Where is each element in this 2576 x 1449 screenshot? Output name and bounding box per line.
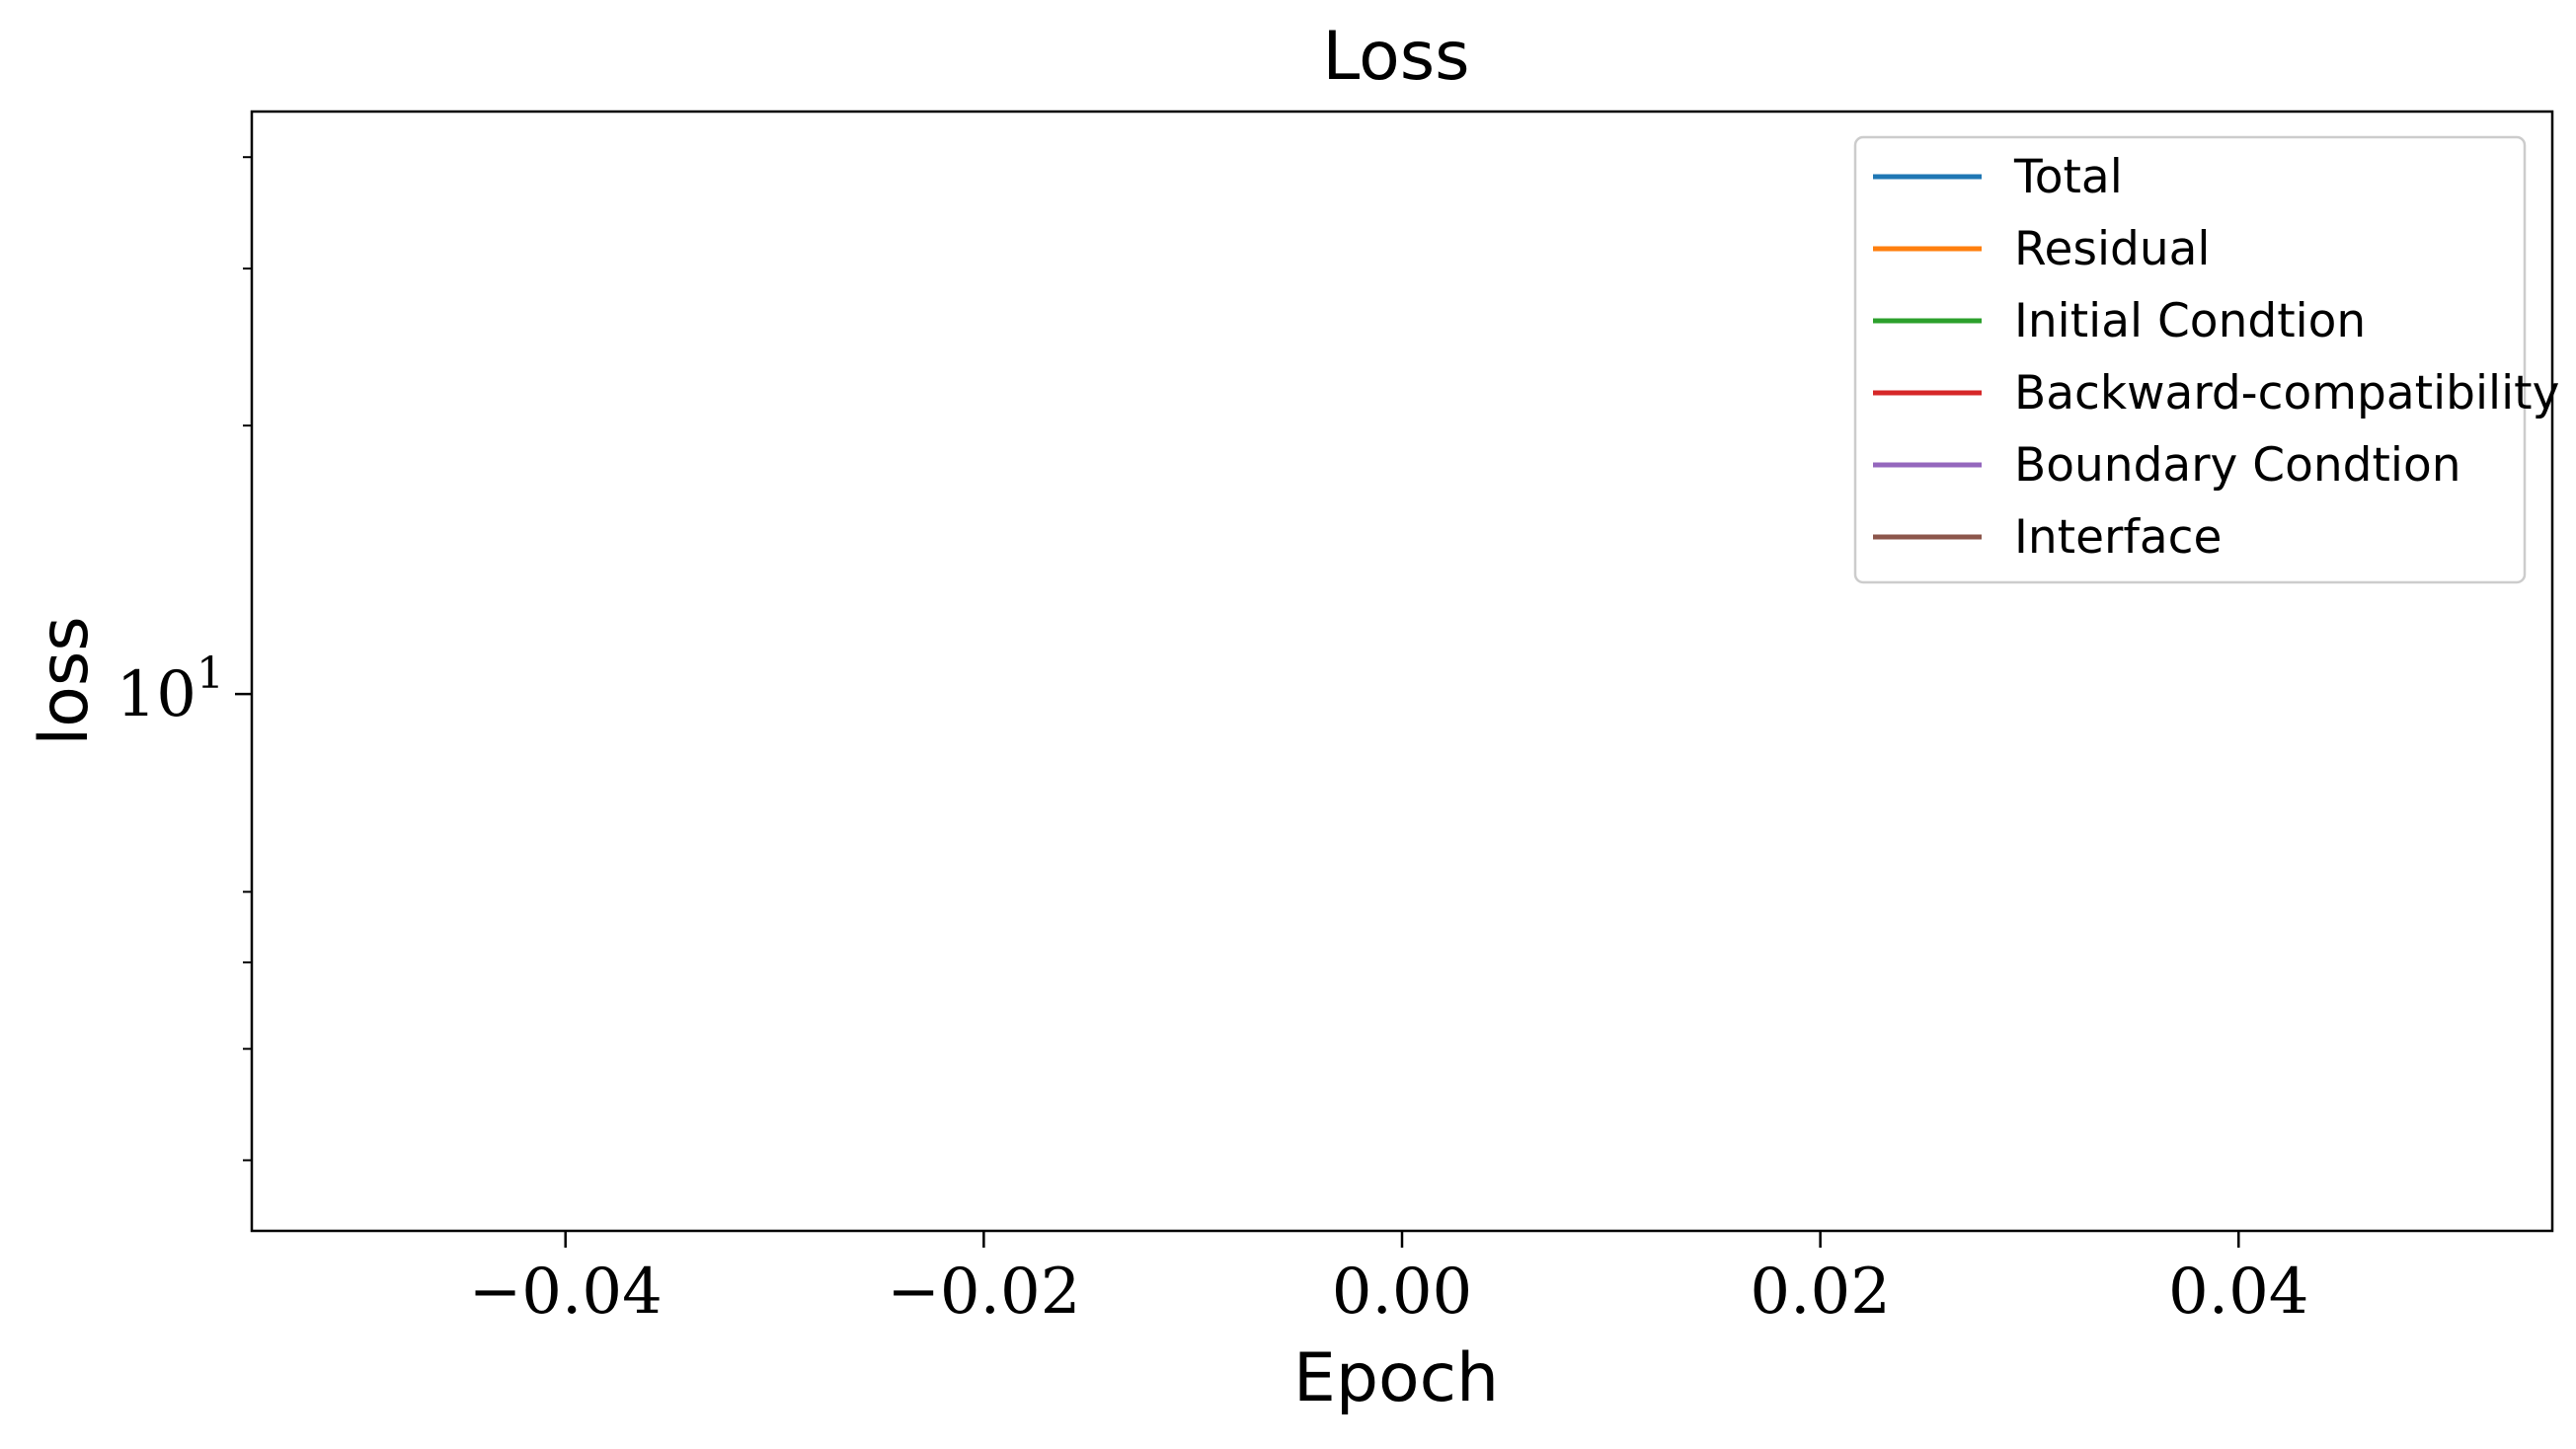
legend-box [1853,135,2527,584]
chart-title: Loss [1322,18,1469,96]
y-axis: 101 [117,156,252,1162]
legend-entry: Backward-compatibility [1873,366,2559,420]
legend-label: Residual [2014,222,2211,276]
legend: Total Residual Initial Condtion Backward-co… [1853,135,2559,584]
legend-label: Boundary Condtion [2014,438,2461,493]
legend-entry: Boundary Condtion [1873,438,2461,493]
x-axis-label: Epoch [1293,1339,1499,1417]
y-tick-label-exponent: 1 [196,648,224,699]
legend-entry: Total [1873,150,2123,204]
legend-label: Total [2013,150,2123,204]
x-axis: −0.04 −0.02 0.00 0.02 0.04 [469,1231,2309,1329]
legend-label: Interface [2014,510,2222,565]
legend-entry: Residual [1873,222,2211,276]
x-tick-label: 0.00 [1332,1256,1473,1329]
y-axis-label: loss [26,616,104,745]
x-tick-label: −0.04 [469,1256,663,1329]
legend-label: Initial Condtion [2014,294,2366,348]
x-tick-label: 0.04 [2168,1256,2309,1329]
legend-entry: Initial Condtion [1873,294,2366,348]
legend-entry: Interface [1873,510,2222,565]
legend-label: Backward-compatibility [2014,366,2559,420]
y-tick-label: 101 [117,648,224,731]
x-tick-label: −0.02 [887,1256,1080,1329]
y-tick-label-base: 10 [117,658,196,731]
x-tick-label: 0.02 [1750,1256,1891,1329]
